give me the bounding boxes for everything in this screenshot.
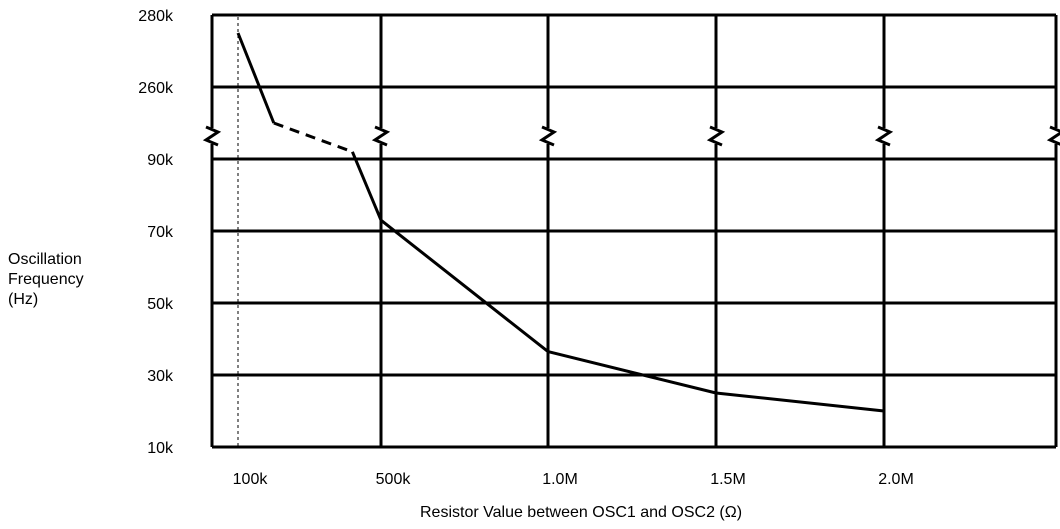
axis-break-3 bbox=[706, 125, 726, 147]
series-line-1-dashed bbox=[273, 121, 353, 154]
x-tick-label: 1.5M bbox=[710, 471, 746, 488]
axis-break-marks bbox=[202, 125, 1060, 147]
y-tick-label: 90k bbox=[147, 152, 174, 169]
y-axis-label-line-3: (Hz) bbox=[8, 291, 39, 308]
x-tick-label: 500k bbox=[376, 471, 412, 488]
axis-break-2 bbox=[538, 125, 558, 147]
axis-break-4 bbox=[874, 125, 894, 147]
series-line-0-solid bbox=[236, 32, 276, 124]
series-lines bbox=[236, 32, 885, 413]
x-tick-label: 2.0M bbox=[878, 471, 914, 488]
series-line-2-solid bbox=[351, 151, 885, 413]
y-axis-label-line-2: Frequency bbox=[8, 271, 84, 288]
axis-break-5 bbox=[1046, 125, 1060, 146]
axis-break-1 bbox=[371, 125, 391, 147]
y-tick-label: 10k bbox=[147, 440, 174, 457]
x-axis-label: Resistor Value between OSC1 and OSC2 (Ω) bbox=[420, 504, 743, 521]
y-tick-labels: 280k 260k 90k 70k 50k 30k 10k bbox=[138, 8, 174, 457]
y-tick-label: 260k bbox=[138, 80, 174, 97]
y-tick-label: 50k bbox=[147, 296, 174, 313]
x-tick-labels: 100k 500k 1.0M 1.5M 2.0M bbox=[233, 471, 914, 488]
y-tick-label: 30k bbox=[147, 368, 174, 385]
y-axis-label: Oscillation Frequency (Hz) bbox=[8, 250, 84, 310]
grid bbox=[210, 13, 1058, 449]
y-axis-label-line-1: Oscillation bbox=[8, 251, 82, 268]
y-tick-label: 70k bbox=[147, 224, 174, 241]
axis-break-0 bbox=[202, 125, 222, 147]
x-tick-label: 1.0M bbox=[542, 471, 578, 488]
x-tick-label: 100k bbox=[233, 471, 269, 488]
y-tick-label: 280k bbox=[138, 8, 174, 25]
